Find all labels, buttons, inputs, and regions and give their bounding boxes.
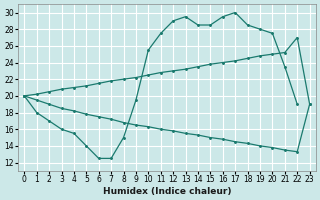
X-axis label: Humidex (Indice chaleur): Humidex (Indice chaleur) [103, 187, 231, 196]
